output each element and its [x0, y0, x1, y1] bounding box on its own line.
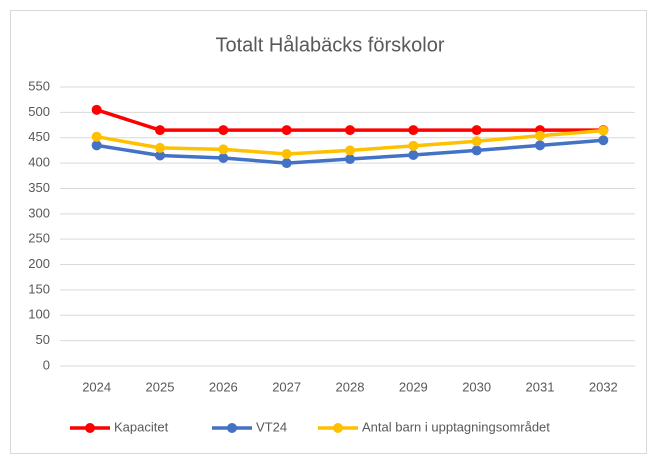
series-marker: [598, 125, 609, 136]
series-marker: [218, 144, 229, 155]
series-marker: [408, 140, 419, 151]
y-tick-label: 0: [43, 357, 50, 372]
y-tick-label: 350: [28, 180, 50, 195]
series-marker: [598, 135, 609, 146]
y-tick-label: 150: [28, 281, 50, 296]
series-marker: [155, 150, 165, 161]
series-marker: [281, 148, 292, 159]
x-tick-label: 2031: [526, 379, 555, 394]
series-marker: [535, 130, 545, 141]
series-marker: [345, 145, 355, 156]
series-marker: [281, 158, 292, 169]
series-marker: [91, 131, 102, 142]
series-marker: [91, 140, 102, 151]
y-tick-label: 550: [28, 78, 50, 93]
chart-border: [10, 10, 647, 454]
legend-marker: [333, 423, 343, 433]
x-tick-label: 2029: [399, 379, 428, 394]
series-marker: [408, 149, 419, 160]
series-marker: [281, 125, 292, 136]
series-marker: [218, 125, 229, 136]
y-tick-label: 450: [28, 129, 50, 144]
y-tick-label: 250: [28, 231, 50, 246]
x-tick-label: 2030: [462, 379, 491, 394]
chart-title: Totalt Hålabäcks förskolor: [216, 34, 445, 56]
y-tick-label: 300: [28, 205, 50, 220]
y-tick-label: 500: [28, 104, 50, 119]
legend-label: Kapacitet: [114, 419, 169, 434]
series-marker: [345, 125, 355, 136]
series-marker: [155, 142, 165, 153]
x-tick-label: 2025: [146, 379, 175, 394]
y-tick-label: 200: [28, 256, 50, 271]
series-marker: [91, 104, 102, 115]
series-marker: [471, 136, 482, 147]
series-marker: [471, 125, 482, 136]
x-tick-label: 2027: [272, 379, 301, 394]
legend-marker: [85, 423, 95, 433]
x-tick-label: 2032: [589, 379, 618, 394]
y-tick-label: 50: [36, 332, 50, 347]
series-marker: [218, 153, 229, 164]
series-marker: [155, 125, 165, 136]
series-marker: [345, 154, 355, 165]
series-marker: [535, 140, 545, 151]
y-tick-label: 100: [28, 307, 50, 322]
legend-marker: [227, 423, 237, 433]
x-tick-label: 2026: [209, 379, 238, 394]
x-tick-label: 2024: [82, 379, 111, 394]
legend-label: Antal barn i upptagningsområdet: [362, 419, 550, 434]
series-marker: [471, 145, 482, 156]
legend-label: VT24: [256, 419, 287, 434]
y-tick-label: 400: [28, 155, 50, 170]
series-marker: [408, 125, 419, 136]
x-tick-label: 2028: [336, 379, 365, 394]
